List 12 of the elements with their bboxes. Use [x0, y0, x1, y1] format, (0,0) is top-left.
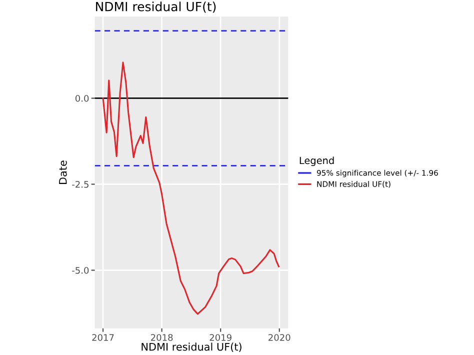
- chart-title: NDMI residual UF(t): [96, 2, 216, 13]
- y-tick-label: 0.0: [75, 94, 89, 102]
- y-axis-title: Date: [59, 160, 67, 184]
- x-tick-label: 2020: [268, 334, 290, 341]
- x-axis-title: NDMI residual UF(t): [142, 342, 242, 352]
- x-tick-label: 2018: [150, 334, 173, 341]
- y-tick-label: -5.0: [72, 266, 89, 274]
- y-tick-label: -2.5: [72, 180, 88, 188]
- legend-title: Legend: [300, 156, 334, 166]
- line-series: [102, 62, 280, 315]
- x-tick-label: 2017: [92, 334, 114, 341]
- x-tick-label: 2019: [210, 334, 232, 341]
